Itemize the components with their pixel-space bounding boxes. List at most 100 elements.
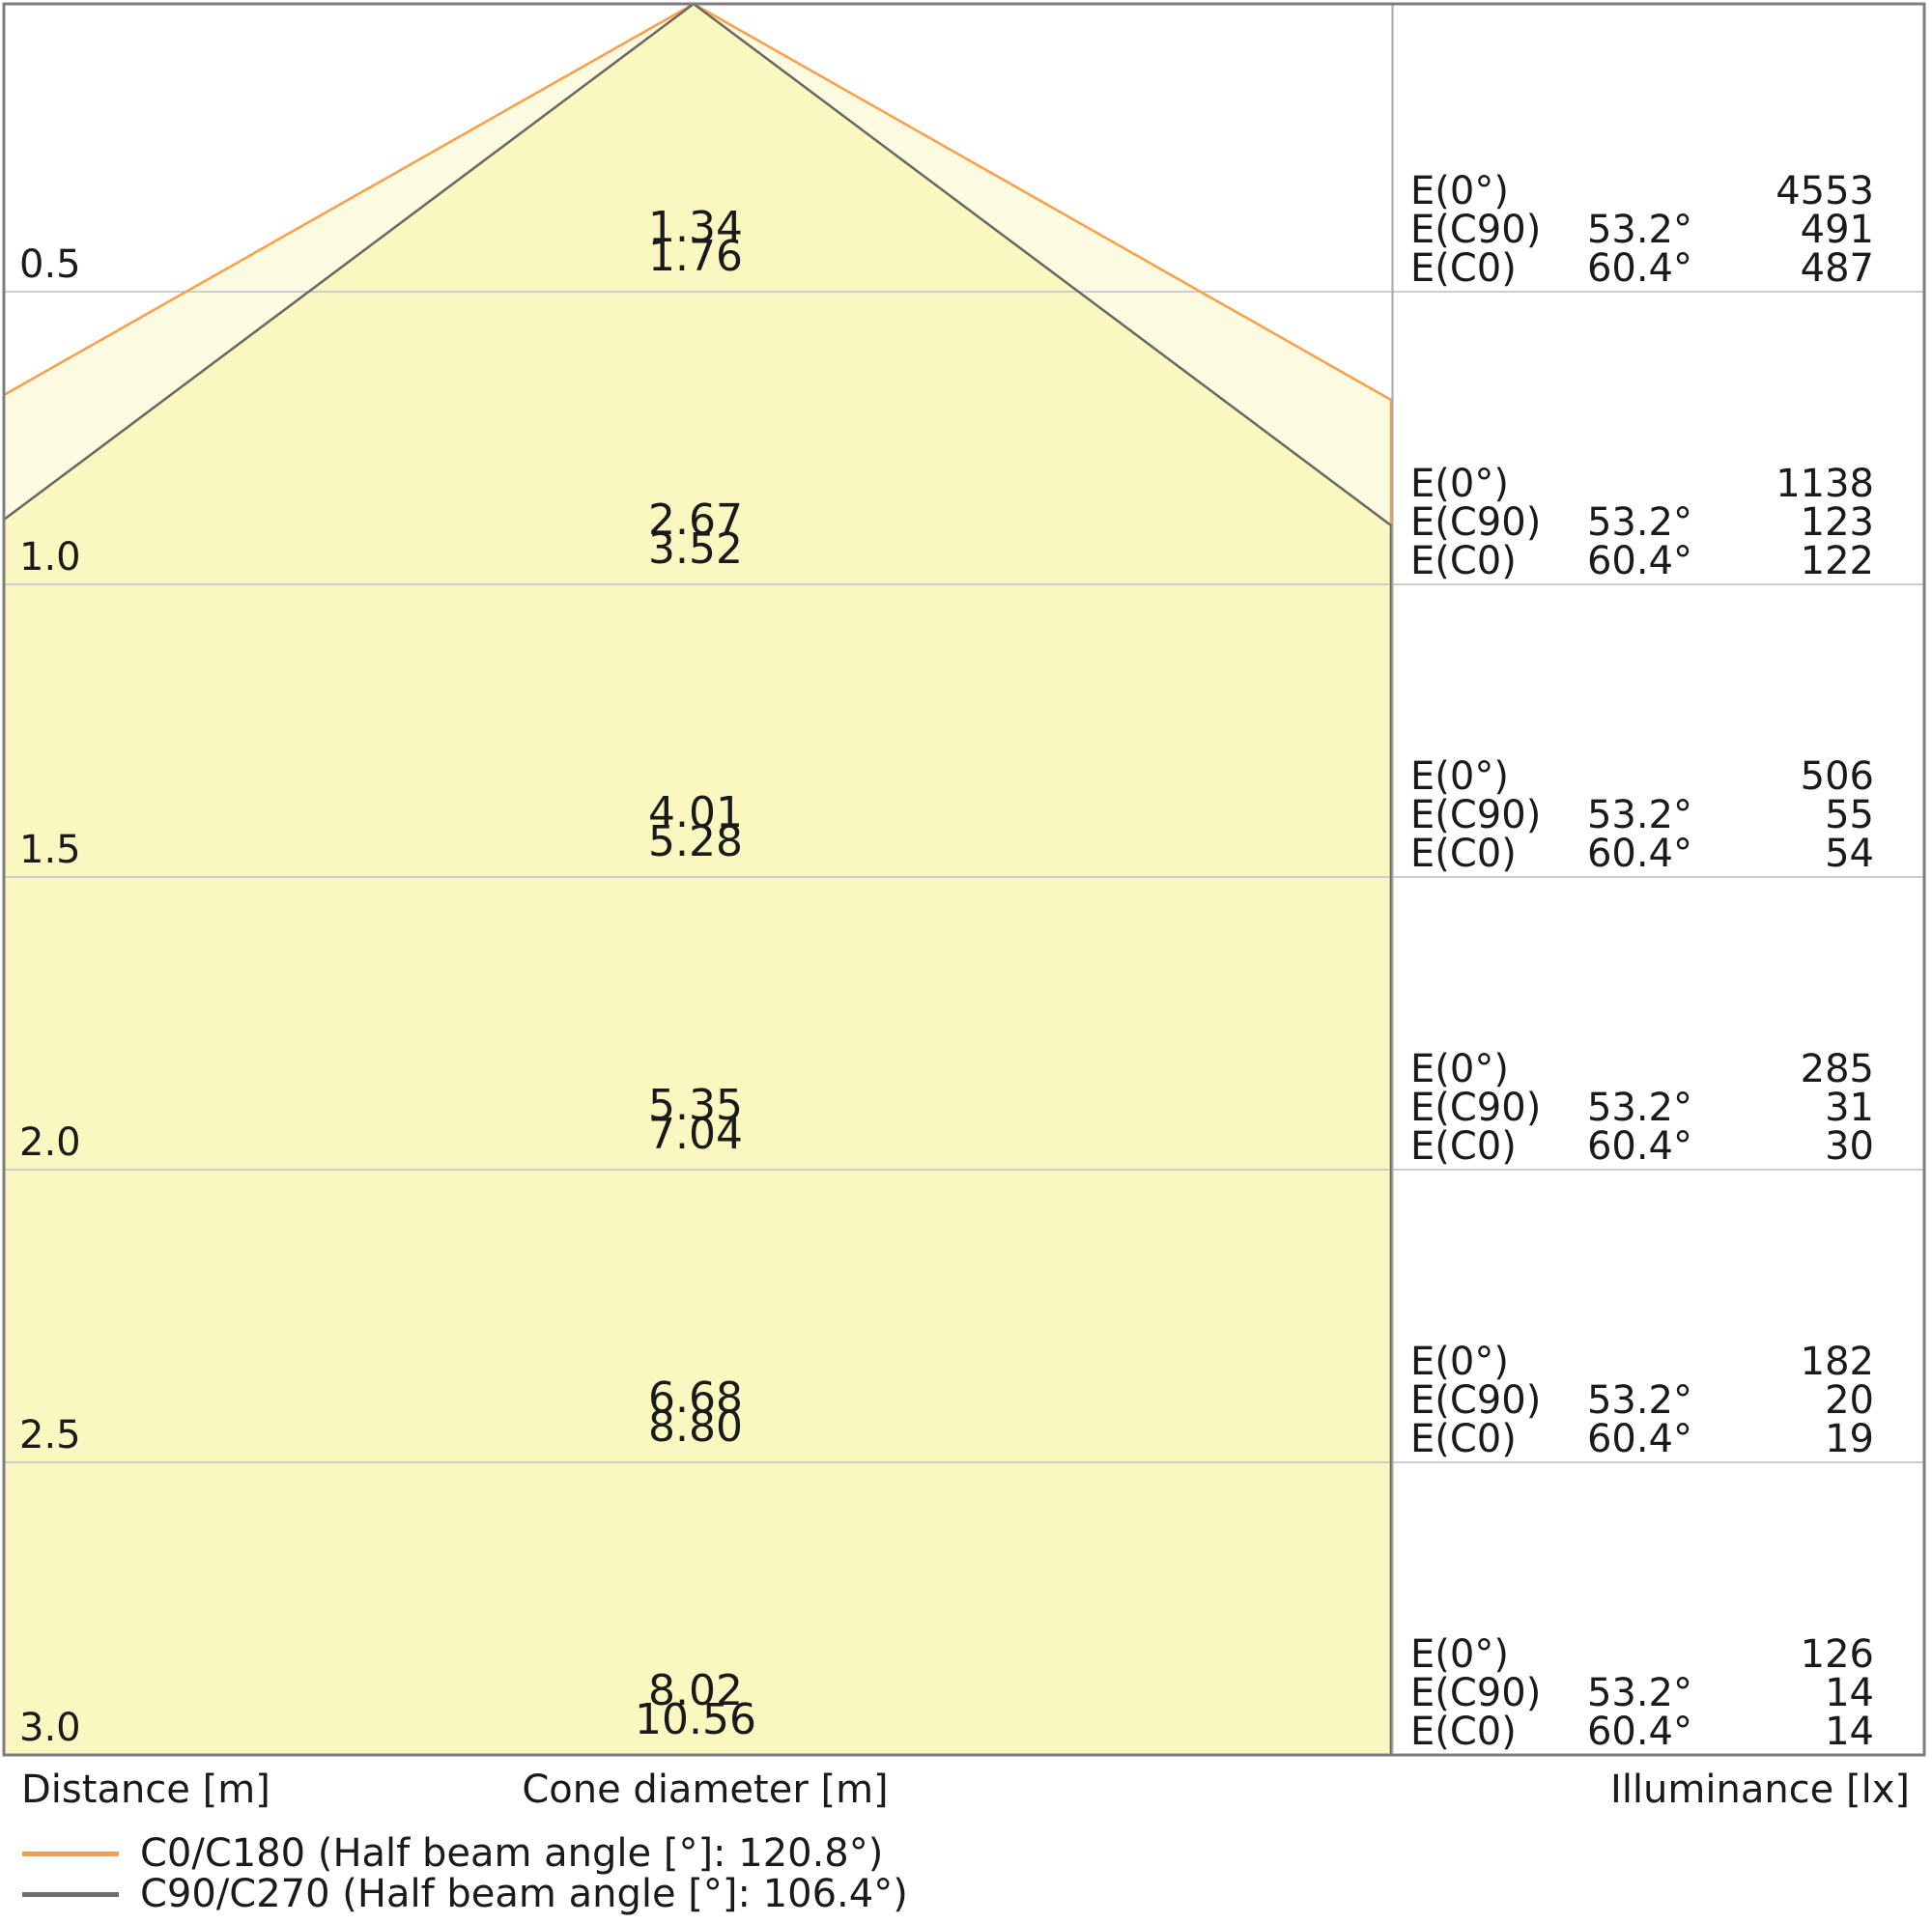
cone-diameter-c0-label: 10.56 (635, 1695, 756, 1744)
ec0-value: 54 (1825, 832, 1874, 876)
cone-diameter-c0-label: 3.52 (648, 524, 743, 574)
illuminance-block: E(0°) 126 E(C90) 53.2° 14 E(C0) 60.4° 14 (1393, 1635, 1924, 1751)
cone-diameter-c0-label: 7.04 (648, 1110, 743, 1159)
illuminance-axis-label: Illuminance [lx] (1610, 1768, 1910, 1812)
distance-label: 2.0 (19, 1120, 81, 1165)
ec90-label: E(C90) (1410, 1378, 1542, 1423)
illuminance-block: E(0°) 1138 E(C90) 53.2° 123 E(C0) 60.4° 122 (1393, 465, 1924, 580)
distance-label: 1.5 (19, 828, 81, 872)
ec90-row: E(C90) 53.2° 123 (1393, 503, 1924, 542)
ec0-value: 122 (1800, 539, 1874, 583)
ec90-angle: 53.2° (1586, 1086, 1692, 1130)
e0-label: E(0°) (1410, 169, 1509, 213)
distance-label: 1.0 (19, 535, 81, 580)
gridlines (4, 291, 1924, 1463)
legend-item-c90-c270: C90/C270 (Half beam angle [°]: 106.4°) (22, 1874, 908, 1914)
cone-diameter-axis-label: Cone diameter [m] (522, 1768, 889, 1812)
ec0-angle: 60.4° (1586, 246, 1692, 291)
ec0-row: E(C0) 60.4° 14 (1393, 1712, 1924, 1751)
ec90-angle: 53.2° (1586, 1378, 1692, 1423)
e0-value: 285 (1800, 1047, 1874, 1091)
ec0-label: E(C0) (1410, 246, 1517, 291)
ec90-row: E(C90) 53.2° 14 (1393, 1674, 1924, 1712)
legend-label: C0/C180 (Half beam angle [°]: 120.8°) (140, 1831, 884, 1876)
legend-item-c0-c180: C0/C180 (Half beam angle [°]: 120.8°) (22, 1833, 883, 1874)
ec0-value: 30 (1825, 1124, 1874, 1169)
ec0-angle: 60.4° (1586, 1417, 1692, 1461)
e0-row: E(0°) 285 (1393, 1050, 1924, 1089)
ec90-label: E(C90) (1410, 793, 1542, 837)
cone-diameter-c0-label: 8.80 (648, 1402, 743, 1452)
ec90-label: E(C90) (1410, 500, 1542, 545)
ec0-row: E(C0) 60.4° 487 (1393, 249, 1924, 288)
cone-diameter-c90-label: 1.34 (648, 203, 743, 252)
ec90-value: 491 (1800, 208, 1874, 252)
ec90-angle: 53.2° (1586, 208, 1692, 252)
e0-label: E(0°) (1410, 1340, 1509, 1384)
e0-value: 506 (1800, 754, 1874, 799)
c90-cone-fill (4, 4, 1391, 1755)
ec0-label: E(C0) (1410, 539, 1517, 583)
e0-label: E(0°) (1410, 1047, 1509, 1091)
cone-diameter-c90-label: 5.35 (648, 1081, 743, 1130)
ec90-label: E(C90) (1410, 1086, 1542, 1130)
ec90-value: 123 (1800, 500, 1874, 545)
ec90-value: 55 (1825, 793, 1874, 837)
e0-label: E(0°) (1410, 462, 1509, 506)
illuminance-block: E(0°) 182 E(C90) 53.2° 20 E(C0) 60.4° 19 (1393, 1343, 1924, 1458)
ec90-angle: 53.2° (1586, 793, 1692, 837)
ec90-value: 31 (1825, 1086, 1874, 1130)
ec0-row: E(C0) 60.4° 122 (1393, 542, 1924, 580)
e0-label: E(0°) (1410, 754, 1509, 799)
illuminance-block: E(0°) 4553 E(C90) 53.2° 491 E(C0) 60.4° 487 (1393, 172, 1924, 288)
ec90-row: E(C90) 53.2° 491 (1393, 211, 1924, 249)
illuminance-block: E(0°) 506 E(C90) 53.2° 55 E(C0) 60.4° 54 (1393, 757, 1924, 873)
cone-diameter-c0-label: 1.76 (648, 232, 743, 281)
ec0-row: E(C0) 60.4° 30 (1393, 1127, 1924, 1166)
legend-label: C90/C270 (Half beam angle [°]: 106.4°) (140, 1872, 908, 1916)
e0-row: E(0°) 506 (1393, 757, 1924, 796)
ec0-value: 487 (1800, 246, 1874, 291)
cone-diameter-c90-label: 8.02 (648, 1666, 743, 1715)
ec90-value: 20 (1825, 1378, 1874, 1423)
ec90-label: E(C90) (1410, 208, 1542, 252)
distance-label: 0.5 (19, 242, 81, 287)
ec0-angle: 60.4° (1586, 1710, 1692, 1754)
ec90-row: E(C90) 53.2° 31 (1393, 1089, 1924, 1127)
ec90-row: E(C90) 53.2° 55 (1393, 796, 1924, 835)
ec90-angle: 53.2° (1586, 1671, 1692, 1715)
c0-line-swatch (22, 1851, 119, 1856)
e0-row: E(0°) 4553 (1393, 172, 1924, 211)
e0-value: 1138 (1776, 462, 1874, 506)
ec90-angle: 53.2° (1586, 500, 1692, 545)
distance-label: 2.5 (19, 1413, 81, 1457)
ec0-value: 19 (1825, 1417, 1874, 1461)
e0-row: E(0°) 126 (1393, 1635, 1924, 1674)
cone-diameter-c0-label: 5.28 (648, 817, 743, 866)
ec0-value: 14 (1825, 1710, 1874, 1754)
ec0-label: E(C0) (1410, 832, 1517, 876)
e0-value: 126 (1800, 1632, 1874, 1677)
ec90-label: E(C90) (1410, 1671, 1542, 1715)
cone-diameter-c90-label: 2.67 (648, 495, 743, 545)
ec0-row: E(C0) 60.4° 19 (1393, 1420, 1924, 1458)
ec90-value: 14 (1825, 1671, 1874, 1715)
ec0-angle: 60.4° (1586, 539, 1692, 583)
c90-line-swatch (22, 1891, 119, 1897)
ec0-label: E(C0) (1410, 1417, 1517, 1461)
illuminance-block: E(0°) 285 E(C90) 53.2° 31 E(C0) 60.4° 30 (1393, 1050, 1924, 1166)
e0-row: E(0°) 182 (1393, 1343, 1924, 1381)
ec0-angle: 60.4° (1586, 832, 1692, 876)
ec0-label: E(C0) (1410, 1710, 1517, 1754)
cone-diameter-c90-label: 6.68 (648, 1373, 743, 1423)
e0-value: 4553 (1776, 169, 1874, 213)
ec0-angle: 60.4° (1586, 1124, 1692, 1169)
ec0-label: E(C0) (1410, 1124, 1517, 1169)
e0-row: E(0°) 1138 (1393, 465, 1924, 503)
plot-border (2, 2, 1926, 1757)
ec0-row: E(C0) 60.4° 54 (1393, 835, 1924, 873)
distance-label: 3.0 (19, 1706, 81, 1750)
cone-diameter-c90-label: 4.01 (648, 788, 743, 837)
